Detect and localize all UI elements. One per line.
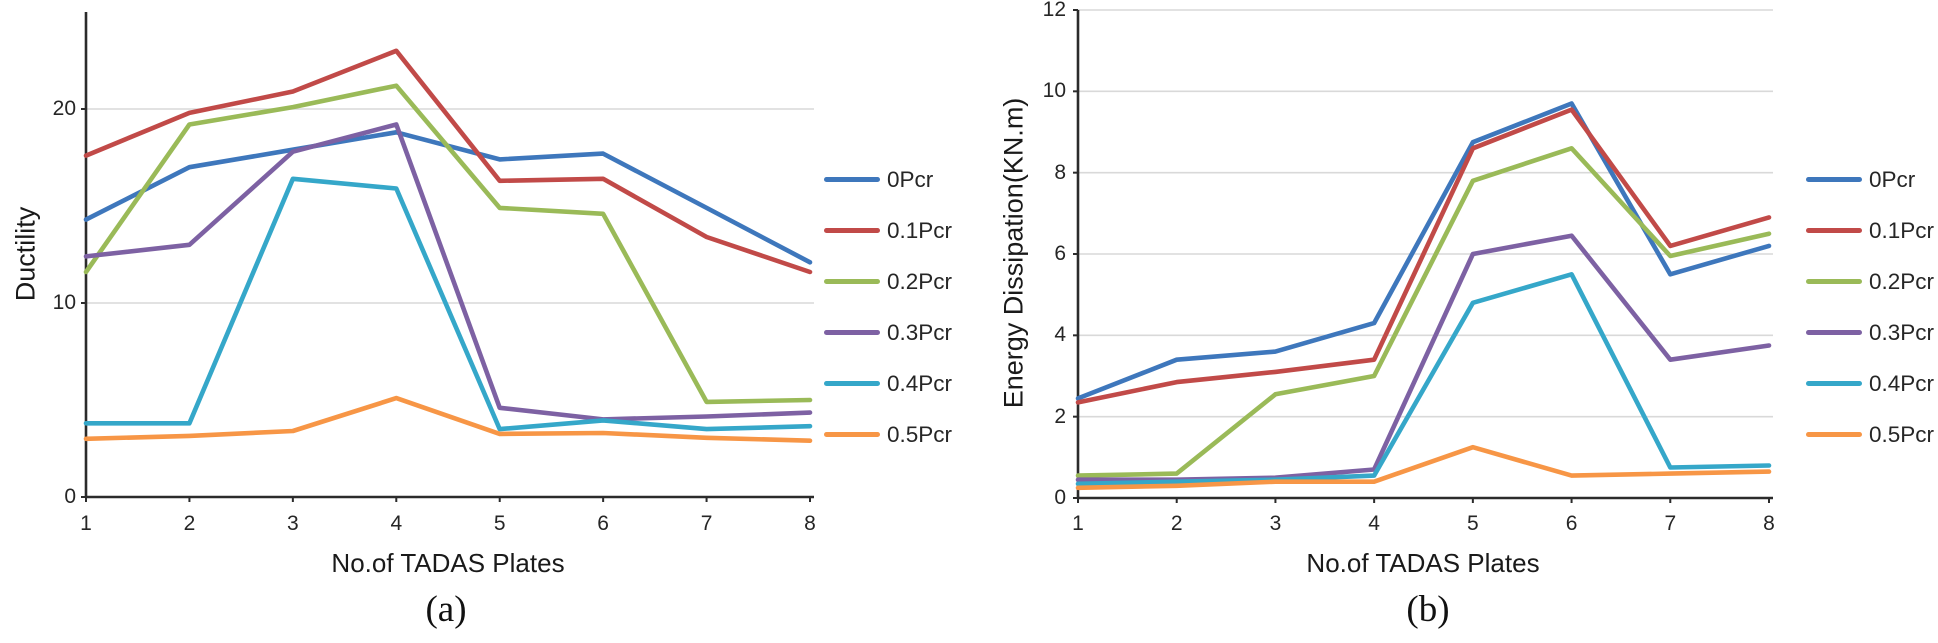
series-line-0.2Pcr — [1075, 146, 1772, 478]
x-tick-label: 3 — [287, 512, 299, 535]
legend-a: 0Pcr 0.1Pcr 0.2Pcr 0.3Pcr 0.4Pcr 0.5Pcr — [824, 154, 952, 460]
x-tick-label: 4 — [1368, 512, 1380, 535]
y-tick-label: 0 — [1054, 486, 1066, 509]
x-tick-label: 6 — [1565, 512, 1578, 535]
legend-marker-line — [1806, 381, 1862, 386]
y-tick-label: 12 — [1042, 0, 1066, 21]
y-tick-label: 10 — [1042, 79, 1066, 103]
legend-item: 0.2Pcr — [824, 256, 952, 307]
legend-marker-line — [824, 279, 880, 284]
y-tick-label: 8 — [1054, 160, 1066, 184]
legend-label: 0.2Pcr — [1869, 268, 1935, 294]
series-line-0.1Pcr — [1075, 107, 1772, 405]
legend-marker-line — [824, 330, 880, 335]
y-axis-title-a: Ductility — [10, 206, 41, 302]
legend-item: 0.3Pcr — [824, 307, 952, 358]
legend-marker-line — [824, 381, 880, 386]
legend-marker-line — [1806, 330, 1862, 335]
caption-a: (a) — [425, 589, 467, 630]
legend-label: 0.4Pcr — [887, 370, 953, 396]
legend-item: 0Pcr — [1806, 154, 1934, 205]
legend-marker-line — [824, 432, 880, 437]
legend-item: 0.1Pcr — [824, 205, 952, 256]
series-line-0.4Pcr — [1075, 271, 1772, 487]
x-tick-label: 4 — [390, 512, 403, 535]
x-tick-label: 2 — [183, 512, 196, 535]
legend-item: 0.2Pcr — [1806, 256, 1934, 307]
legend-item: 0.4Pcr — [1806, 358, 1934, 409]
legend-label: 0Pcr — [1869, 166, 1916, 192]
x-axis-title-a: No.of TADAS Plates — [331, 548, 565, 578]
x-tick-label: 7 — [700, 512, 713, 535]
legend-item: 0.4Pcr — [824, 358, 952, 409]
y-tick-label: 4 — [1054, 323, 1066, 347]
legend-marker-line — [1806, 432, 1862, 437]
x-tick-label: 5 — [1467, 512, 1479, 535]
legend-label: 0.4Pcr — [1869, 370, 1935, 396]
series-line-0.3Pcr — [83, 122, 813, 422]
x-tick-label: 8 — [1763, 512, 1775, 535]
legend-marker-line — [824, 228, 880, 233]
y-tick-label: 0 — [64, 485, 76, 508]
caption-b: (b) — [1406, 589, 1450, 630]
x-tick-label: 8 — [804, 512, 816, 535]
x-tick-label: 2 — [1170, 512, 1183, 535]
legend-item: 0.5Pcr — [1806, 409, 1934, 460]
x-tick-label: 5 — [493, 512, 506, 535]
legend-b: 0Pcr 0.1Pcr 0.2Pcr 0.3Pcr 0.4Pcr 0.5Pcr — [1806, 154, 1934, 460]
x-tick-label: 1 — [80, 512, 92, 535]
legend-marker-line — [1806, 177, 1862, 182]
y-tick-label: 20 — [52, 97, 76, 120]
x-axis-title-b: No.of TADAS Plates — [1306, 548, 1540, 578]
y-tick-label: 2 — [1054, 404, 1066, 428]
legend-marker-line — [824, 177, 880, 182]
series-line-0Pcr — [1075, 101, 1772, 401]
legend-label: 0Pcr — [887, 166, 934, 192]
legend-item: 0.3Pcr — [1806, 307, 1934, 358]
y-tick-label: 10 — [52, 291, 76, 314]
legend-label: 0.5Pcr — [1869, 421, 1935, 447]
legend-label: 0.5Pcr — [887, 421, 953, 447]
legend-label: 0.1Pcr — [887, 217, 953, 243]
legend-label: 0.2Pcr — [887, 268, 953, 294]
legend-item: 0Pcr — [824, 154, 952, 205]
series-line-0.5Pcr — [1075, 444, 1772, 491]
legend-item: 0.1Pcr — [1806, 205, 1934, 256]
series-line-0.2Pcr — [83, 83, 813, 405]
y-tick-label: 6 — [1054, 242, 1066, 265]
legend-label: 0.3Pcr — [887, 319, 953, 345]
series-line-0.5Pcr — [83, 395, 813, 444]
legend-label: 0.3Pcr — [1869, 319, 1935, 345]
legend-label: 0.1Pcr — [1869, 217, 1935, 243]
legend-marker-line — [1806, 228, 1862, 233]
legend-item: 0.5Pcr — [824, 409, 952, 460]
series-line-0.1Pcr — [83, 48, 813, 275]
x-tick-label: 6 — [597, 512, 609, 535]
y-axis-title-b: Energy Dissipation(KN.m) — [998, 97, 1029, 409]
legend-marker-line — [1806, 279, 1862, 284]
x-tick-label: 3 — [1269, 512, 1282, 535]
x-tick-label: 1 — [1072, 512, 1084, 535]
x-tick-label: 7 — [1664, 512, 1677, 535]
series-line-0.4Pcr — [83, 176, 813, 432]
